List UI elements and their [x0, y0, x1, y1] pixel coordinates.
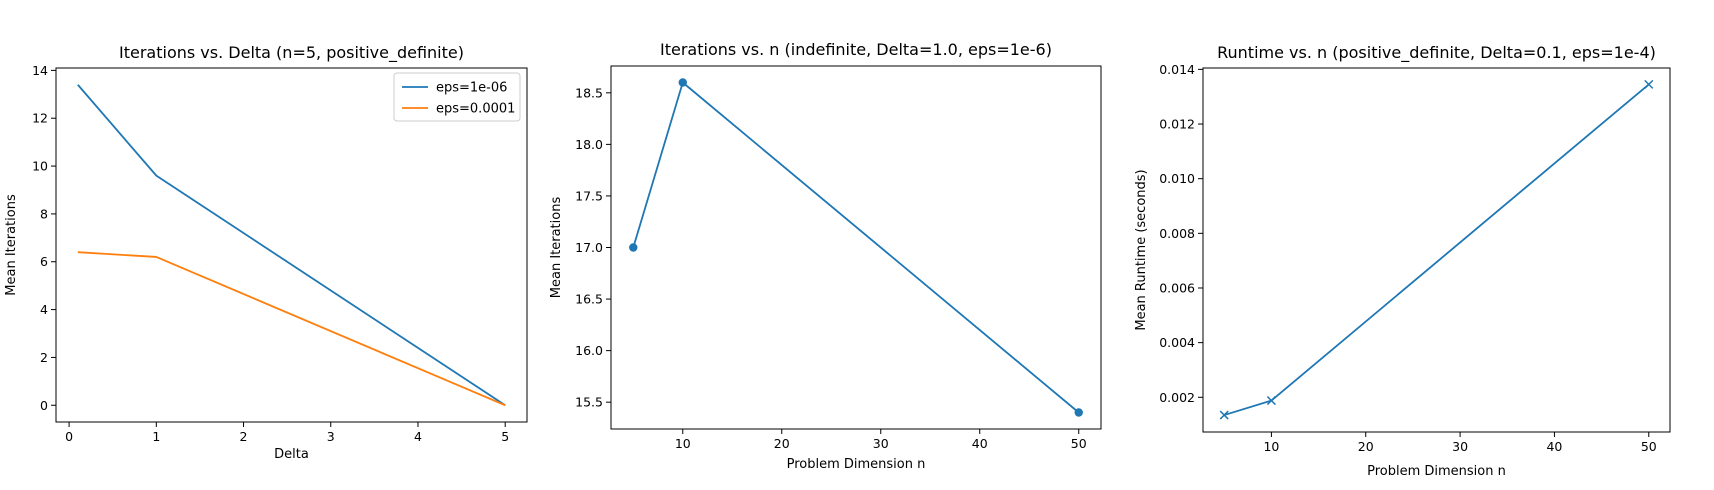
legend: eps=1e-06 eps=0.0001 [393, 72, 521, 122]
legend-entry-label: eps=1e-06 [436, 81, 507, 96]
plot-frame [610, 65, 1102, 430]
y-tick-label: 0.004 [1159, 335, 1195, 350]
data-point-stroke [1644, 79, 1654, 89]
y-tick-label: 12 [32, 111, 48, 126]
y-axis-label: Mean Iterations [4, 194, 19, 296]
y-tick-label: 8 [40, 206, 48, 221]
y-axis-label: Mean Iterations [549, 197, 564, 299]
y-tick-label: 6 [40, 254, 48, 269]
series-line-1 [1223, 83, 1650, 416]
y-tick-label: 0.008 [1159, 226, 1195, 241]
y-tick-label: 2 [40, 350, 48, 365]
data-point [1266, 396, 1276, 406]
y-tick-label: 18.5 [575, 85, 603, 100]
y-tick-label: 17.0 [575, 240, 603, 255]
x-tick-label: 5 [501, 429, 509, 444]
y-tick-label: 0.002 [1159, 390, 1195, 405]
y-tick-label: 0 [40, 398, 48, 413]
chart-panel-3: Runtime vs. n (positive_definite, Delta=… [1134, 43, 1671, 479]
x-tick-label: 40 [1546, 439, 1562, 454]
y-tick-label: 0.006 [1159, 280, 1195, 295]
x-tick-label: 30 [1452, 439, 1468, 454]
legend-entry-label: eps=0.0001 [436, 102, 515, 117]
data-point [629, 243, 638, 252]
data-point [1219, 410, 1229, 420]
data-point-stroke [1219, 410, 1229, 420]
x-tick-label: 20 [1358, 439, 1374, 454]
x-tick-label: 4 [414, 429, 422, 444]
x-tick-label: 50 [1071, 436, 1087, 451]
y-tick-label: 18.0 [575, 137, 603, 152]
data-point [678, 78, 687, 87]
y-tick-label: 0.014 [1159, 62, 1195, 77]
data-point-stroke [1266, 396, 1276, 406]
x-tick-label: 10 [675, 436, 691, 451]
x-tick-label: 20 [774, 436, 790, 451]
data-point [1074, 408, 1083, 417]
x-tick-label: 50 [1641, 439, 1657, 454]
x-tick-label: 3 [327, 429, 335, 444]
plot-frame [55, 67, 528, 423]
y-axis-label: Mean Runtime (seconds) [1134, 169, 1149, 330]
x-tick-label: 1 [152, 429, 160, 444]
x-tick-label: 0 [65, 429, 73, 444]
y-tick-label: 0.010 [1159, 171, 1195, 186]
x-tick-label: 30 [873, 436, 889, 451]
chart-title: Iterations vs. n (indefinite, Delta=1.0,… [660, 40, 1052, 59]
y-tick-label: 17.5 [575, 188, 603, 203]
data-point [1644, 79, 1654, 89]
y-tick-label: 16.5 [575, 292, 603, 307]
series-line-1 [77, 84, 506, 407]
legend-box [393, 72, 521, 122]
y-tick-label: 4 [40, 302, 48, 317]
plot-frame [1202, 67, 1671, 433]
series-line-1 [632, 81, 1080, 414]
x-axis-label: Delta [274, 447, 309, 462]
chart-panel-1: Iterations vs. Delta (n=5, positive_defi… [4, 43, 528, 462]
x-tick-label: 40 [972, 436, 988, 451]
y-tick-label: 14 [32, 63, 48, 78]
y-tick-label: 15.5 [575, 395, 603, 410]
x-axis-label: Problem Dimension n [1367, 464, 1506, 479]
y-tick-label: 10 [32, 159, 48, 174]
x-tick-label: 10 [1263, 439, 1279, 454]
y-tick-label: 0.012 [1159, 117, 1195, 132]
x-tick-label: 2 [240, 429, 248, 444]
x-axis-label: Problem Dimension n [787, 457, 926, 472]
chart-panel-2: Iterations vs. n (indefinite, Delta=1.0,… [549, 40, 1102, 472]
chart-title: Runtime vs. n (positive_definite, Delta=… [1217, 43, 1656, 63]
series-line-2 [77, 251, 506, 407]
y-tick-label: 16.0 [575, 343, 603, 358]
chart-title: Iterations vs. Delta (n=5, positive_defi… [119, 43, 464, 63]
